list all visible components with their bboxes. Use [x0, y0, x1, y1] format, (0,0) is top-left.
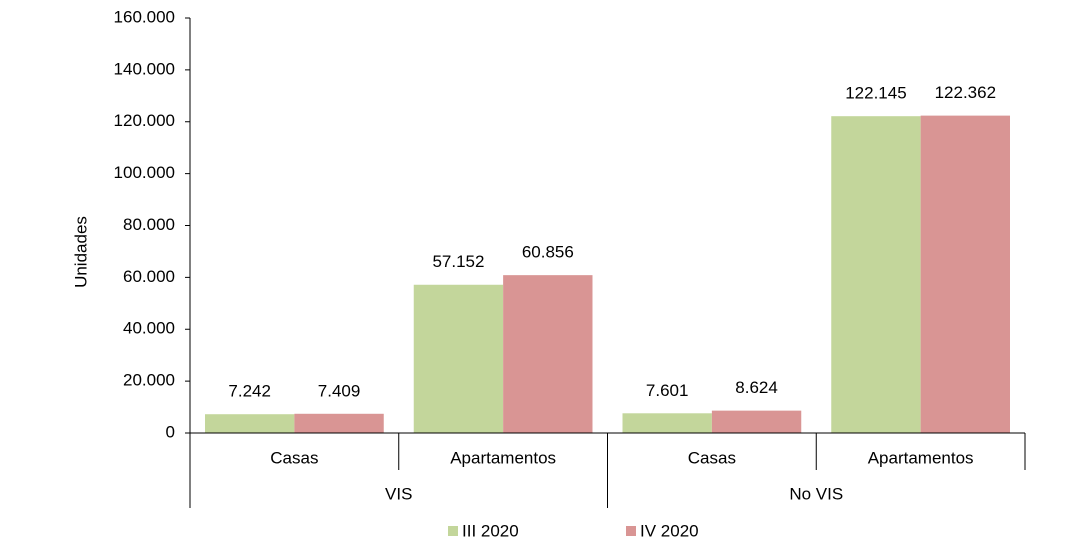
x-tick-label: Apartamentos	[450, 448, 556, 467]
y-axis-title: Unidades	[71, 216, 90, 288]
value-label: 7.409	[318, 381, 361, 400]
legend-label: III 2020	[462, 521, 519, 540]
y-tick-label: 60.000	[123, 267, 175, 286]
y-tick-label: 0	[166, 422, 175, 441]
legend-swatch	[626, 526, 636, 536]
group-label: No VIS	[789, 484, 843, 503]
value-label: 122.145	[845, 84, 906, 103]
x-tick-label: Casas	[688, 448, 736, 467]
bar	[711, 410, 802, 433]
value-label: 8.624	[735, 378, 778, 397]
y-tick-label: 120.000	[114, 111, 175, 130]
y-tick-label: 40.000	[123, 319, 175, 338]
y-tick-label: 20.000	[123, 371, 175, 390]
bar	[920, 115, 1010, 433]
y-tick-label: 80.000	[123, 215, 175, 234]
value-label: 122.362	[935, 83, 996, 102]
bar	[413, 284, 504, 433]
bar	[622, 413, 712, 433]
value-label: 57.152	[432, 252, 484, 271]
x-tick-label: Casas	[270, 448, 318, 467]
x-tick-label: Apartamentos	[868, 448, 974, 467]
bar	[205, 414, 295, 433]
legend-label: IV 2020	[640, 521, 699, 540]
value-label: 7.601	[646, 381, 689, 400]
bar	[831, 116, 921, 434]
y-tick-label: 100.000	[114, 163, 175, 182]
y-tick-label: 160.000	[114, 7, 175, 26]
bar	[503, 275, 593, 433]
legend-swatch	[448, 526, 458, 536]
value-label: 60.856	[522, 243, 574, 262]
bar	[294, 413, 384, 433]
value-label: 7.242	[228, 382, 271, 401]
group-label: VIS	[385, 484, 412, 503]
y-tick-label: 140.000	[114, 59, 175, 78]
